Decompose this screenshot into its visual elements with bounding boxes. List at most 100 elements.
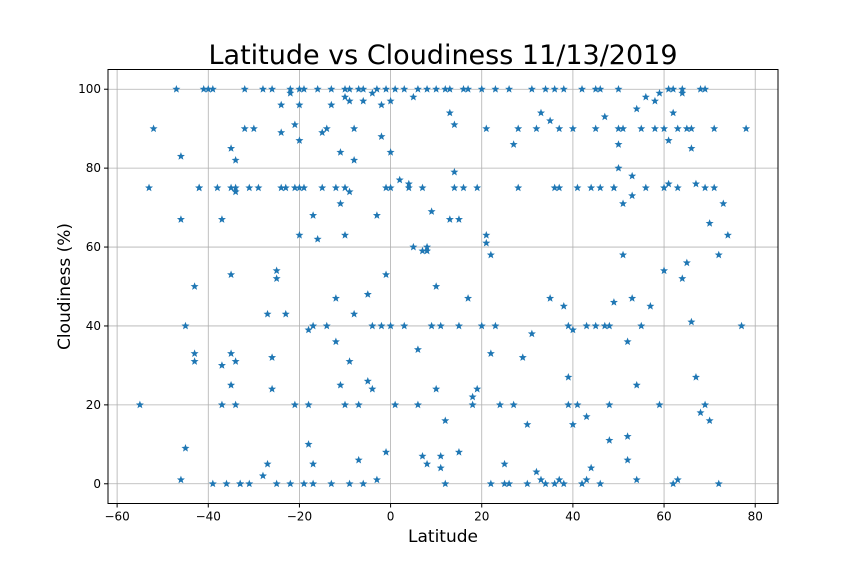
data-point <box>441 416 450 425</box>
data-point <box>546 116 555 125</box>
x-tick-label: 60 <box>656 510 671 524</box>
data-point <box>742 124 751 133</box>
data-point <box>564 400 573 409</box>
data-point <box>541 85 550 93</box>
data-point <box>436 321 445 330</box>
data-point <box>277 183 286 192</box>
data-point <box>145 183 154 192</box>
data-point <box>190 357 199 365</box>
data-point <box>231 187 240 196</box>
data-point <box>537 475 545 484</box>
data-point <box>477 321 486 330</box>
data-point <box>295 85 304 93</box>
data-point <box>482 231 491 239</box>
data-point <box>395 175 404 184</box>
data-point <box>386 96 395 105</box>
data-point <box>537 108 545 117</box>
data-point <box>341 231 349 239</box>
data-point <box>350 156 359 164</box>
data-point <box>605 321 614 330</box>
data-point <box>336 380 345 389</box>
data-point <box>650 96 659 105</box>
gridlines <box>108 69 778 504</box>
data-point <box>345 187 354 196</box>
data-point <box>263 309 272 318</box>
data-point <box>518 353 527 361</box>
data-point <box>509 140 518 148</box>
data-point <box>227 183 236 192</box>
data-point <box>527 329 536 338</box>
data-point <box>409 92 418 101</box>
data-point <box>719 199 728 208</box>
data-point <box>532 467 541 476</box>
data-point <box>491 85 500 93</box>
data-point <box>309 459 318 468</box>
data-point <box>609 183 618 192</box>
data-point <box>454 215 463 223</box>
data-point <box>473 183 482 192</box>
data-point <box>655 400 664 409</box>
data-point <box>614 163 623 172</box>
data-point <box>445 85 454 93</box>
data-point <box>190 349 199 357</box>
data-point <box>345 357 354 365</box>
data-point <box>227 144 236 152</box>
data-point <box>382 85 391 93</box>
data-point <box>591 124 600 133</box>
data-point <box>354 400 363 409</box>
data-point <box>372 475 381 484</box>
data-point <box>673 183 682 192</box>
data-point <box>341 183 349 192</box>
data-point <box>650 124 659 133</box>
data-point <box>559 302 568 310</box>
data-point <box>482 238 491 247</box>
data-point <box>304 440 313 448</box>
data-point <box>418 246 427 255</box>
data-point <box>318 183 327 192</box>
data-point <box>204 85 213 93</box>
data-point <box>272 274 281 283</box>
data-point <box>550 183 559 192</box>
data-point <box>213 183 222 192</box>
data-point <box>372 85 381 93</box>
x-axis-label: Latitude <box>408 527 478 547</box>
data-point <box>368 88 377 97</box>
data-point <box>245 183 254 192</box>
data-point <box>623 455 632 464</box>
data-point <box>377 321 386 330</box>
x-tick-label: 20 <box>474 510 489 524</box>
data-point <box>295 136 304 144</box>
data-point <box>208 479 217 488</box>
data-point <box>199 85 208 93</box>
data-point <box>341 92 349 101</box>
data-point <box>505 85 514 93</box>
data-point <box>295 183 304 192</box>
data-point <box>240 124 249 133</box>
data-point <box>669 479 678 488</box>
data-point <box>372 211 381 219</box>
data-point <box>673 475 682 484</box>
data-point <box>382 448 391 456</box>
data-point <box>587 183 596 192</box>
data-point <box>418 451 427 460</box>
data-point <box>687 144 696 152</box>
data-point <box>272 479 281 488</box>
data-point <box>423 459 432 468</box>
data-point <box>295 231 304 239</box>
data-point <box>400 321 409 330</box>
data-point <box>386 321 395 330</box>
data-point <box>614 140 623 148</box>
data-point <box>564 373 573 381</box>
data-point <box>701 85 710 93</box>
data-point <box>258 85 267 93</box>
x-axis-ticks: −60 −40 −20 0 20 40 60 80 <box>104 503 763 524</box>
x-tick-label: −20 <box>287 510 312 524</box>
data-point <box>641 183 650 192</box>
data-point <box>195 183 204 192</box>
data-point <box>582 321 591 330</box>
data-point <box>582 412 591 421</box>
data-point <box>222 479 231 488</box>
x-tick-label: 80 <box>748 510 763 524</box>
data-point <box>263 459 272 468</box>
